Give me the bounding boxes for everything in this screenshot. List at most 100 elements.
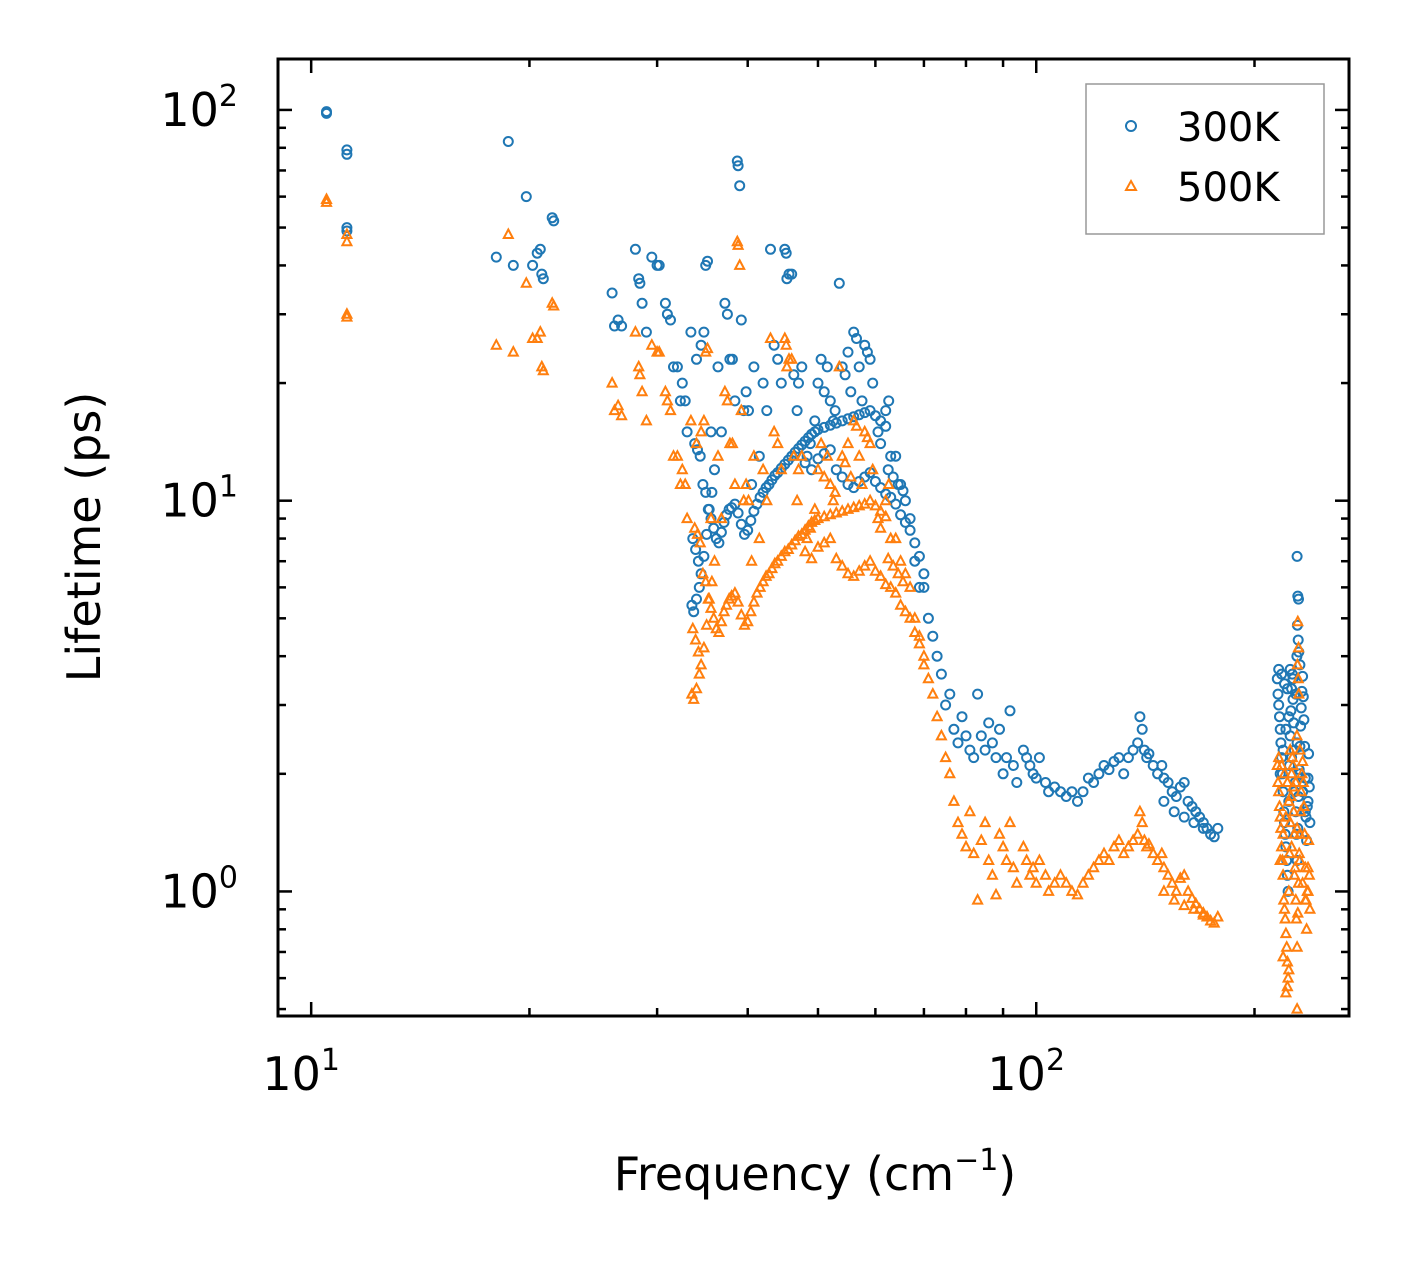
point-500k xyxy=(1297,775,1310,787)
point-300k xyxy=(851,333,862,344)
point-300k xyxy=(836,471,848,483)
point-500k xyxy=(720,598,733,610)
x-axis-title: Frequency (cm−1) xyxy=(614,1143,1017,1201)
point-300k xyxy=(824,419,836,431)
point-500k xyxy=(775,462,788,475)
point-500k xyxy=(1278,902,1291,914)
point-300k xyxy=(815,353,827,365)
point-500k xyxy=(828,485,842,497)
point-500k xyxy=(1303,902,1317,914)
point-500k xyxy=(818,469,831,482)
point-500k xyxy=(708,554,721,566)
point-500k xyxy=(731,234,744,247)
point-500k xyxy=(1275,758,1288,770)
point-300k xyxy=(712,361,724,373)
point-300k xyxy=(341,222,353,234)
point-300k xyxy=(748,361,760,373)
point-300k xyxy=(691,353,702,365)
point-500k xyxy=(697,413,711,426)
point-500k xyxy=(903,580,917,592)
point-500k xyxy=(821,449,834,461)
point-500k xyxy=(635,384,649,397)
point-300k xyxy=(1283,711,1295,723)
point-500k xyxy=(850,419,863,431)
point-300k xyxy=(1122,752,1134,764)
point-500k xyxy=(768,556,781,569)
point-500k xyxy=(1138,833,1151,845)
point-300k xyxy=(1170,791,1182,802)
point-500k xyxy=(1278,766,1291,779)
point-500k xyxy=(629,324,642,337)
point-500k xyxy=(1290,821,1304,833)
point-500k xyxy=(963,804,977,817)
point-300k xyxy=(1132,737,1144,749)
point-300k xyxy=(1134,711,1146,723)
point-500k xyxy=(1290,940,1304,952)
point-300k xyxy=(1280,723,1292,735)
point-500k xyxy=(798,544,812,557)
point-300k xyxy=(527,259,539,271)
point-500k xyxy=(537,363,550,376)
point-500k xyxy=(1187,902,1201,914)
point-500k xyxy=(939,750,952,763)
point-500k xyxy=(1017,839,1030,852)
point-500k xyxy=(1007,860,1020,873)
point-500k xyxy=(704,601,718,613)
point-500k xyxy=(1026,860,1040,873)
point-500k xyxy=(733,258,746,270)
point-300k xyxy=(735,518,747,530)
point-300k xyxy=(899,495,911,507)
point-300k xyxy=(848,411,860,423)
point-300k xyxy=(713,537,725,549)
point-500k xyxy=(894,554,907,566)
point-500k xyxy=(745,554,758,566)
point-300k xyxy=(940,699,952,711)
point-300k xyxy=(882,464,894,476)
point-500k xyxy=(725,588,738,601)
point-300k xyxy=(853,361,865,373)
point-500k xyxy=(1295,784,1308,797)
point-300k xyxy=(880,420,892,432)
point-300k xyxy=(948,723,960,735)
point-500k xyxy=(993,827,1006,839)
point-300k xyxy=(864,353,876,365)
point-300k xyxy=(845,386,857,398)
point-500k xyxy=(664,403,677,416)
point-500k xyxy=(731,238,745,250)
point-500k xyxy=(696,566,710,579)
point-500k xyxy=(844,469,857,482)
point-500k xyxy=(866,462,879,475)
point-300k xyxy=(703,503,715,515)
point-500k xyxy=(1288,868,1301,880)
legend-box xyxy=(1085,83,1325,235)
point-500k xyxy=(824,477,837,489)
point-300k xyxy=(812,377,824,389)
point-500k xyxy=(1033,853,1046,865)
point-300k xyxy=(1168,806,1180,818)
point-500k xyxy=(704,511,718,524)
point-500k xyxy=(1168,892,1181,905)
point-300k xyxy=(653,259,665,271)
point-500k xyxy=(1292,671,1305,684)
point-300k xyxy=(986,737,998,749)
point-300k xyxy=(735,314,747,326)
point-500k xyxy=(1276,949,1290,962)
point-500k xyxy=(726,436,739,449)
point-300k xyxy=(829,405,841,417)
point-500k xyxy=(1102,853,1116,865)
point-500k xyxy=(869,498,882,511)
point-500k xyxy=(687,692,700,704)
point-500k xyxy=(1281,775,1294,787)
point-300k xyxy=(788,369,800,381)
point-300k xyxy=(1285,705,1297,717)
point-500k xyxy=(1211,909,1224,922)
point-300k xyxy=(606,287,618,299)
point-300k xyxy=(745,515,757,526)
point-500k xyxy=(1076,876,1090,888)
point-300k xyxy=(913,581,925,593)
point-500k xyxy=(871,511,885,524)
point-500k xyxy=(1181,884,1195,896)
point-300k xyxy=(1088,777,1100,788)
point-300k xyxy=(918,568,930,580)
point-500k xyxy=(1010,876,1023,888)
